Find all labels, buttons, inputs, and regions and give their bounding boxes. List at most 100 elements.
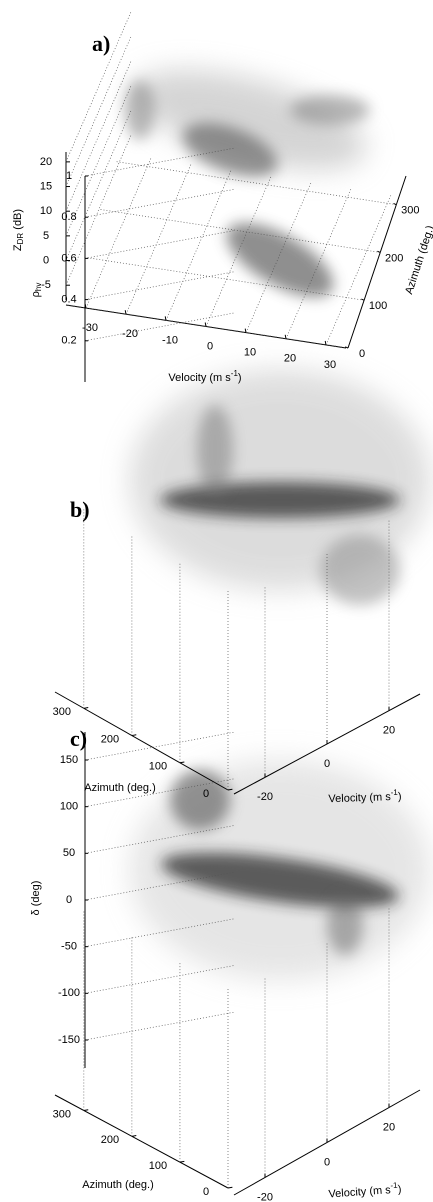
z-tick-label: 0.4: [61, 294, 76, 306]
tick-mark: [131, 1135, 137, 1137]
x-tick-label: 0: [324, 758, 330, 770]
x-tick-label: 20: [284, 353, 296, 365]
y-tick-label: 100: [369, 300, 387, 312]
y-tick-label: 0: [203, 788, 209, 800]
tick-mark: [393, 203, 397, 206]
y-tick-label: 300: [53, 1108, 71, 1120]
x-axis-title-part: -1: [231, 369, 239, 378]
tick-mark: [324, 340, 327, 346]
x-tick-label: -30: [82, 322, 98, 334]
z-tick-label: 50: [63, 847, 75, 859]
z-axis-title-part: hv: [34, 283, 43, 291]
tick-mark: [227, 788, 233, 791]
grid-line: [100, 209, 381, 253]
grid-line: [205, 176, 272, 327]
grid-line: [65, 61, 132, 212]
grid-line: [65, 110, 132, 261]
y-axis-title: Azimuth (deg.): [82, 1179, 154, 1191]
chart-panel: c)-150-100-50050100150-200200100200300Ve…: [30, 726, 421, 1202]
chart-panel: a)-505101520-30-20-1001020300100200300Ve…: [12, 11, 433, 384]
z-tick-label: 15: [40, 180, 52, 192]
z-tick-label: -50: [61, 941, 77, 953]
grid-line: [84, 1011, 236, 1041]
x-tick-label: -10: [162, 334, 178, 346]
y-tick-label: 100: [149, 761, 167, 773]
grid-line: [84, 230, 236, 259]
y-tick-label: 100: [149, 1160, 167, 1172]
x-axis-title-part: Velocity (m s: [328, 791, 391, 805]
chart-panel: b)0.20.40.60.81-200200100200300Velocity …: [30, 147, 421, 805]
z-tick-label: -150: [58, 1034, 80, 1046]
x-tick-label: -20: [257, 1191, 273, 1202]
z-tick-label: 0: [66, 894, 72, 906]
grid-line: [84, 964, 236, 994]
x-axis-title-part: ): [398, 791, 402, 803]
tick-mark: [179, 761, 185, 764]
tick-mark: [345, 346, 349, 349]
tick-mark: [204, 322, 207, 327]
y-tick-label: 0: [203, 1186, 209, 1198]
x-tick-label: -20: [122, 328, 138, 340]
z-tick-label: 150: [60, 754, 78, 766]
density-cloud-a: [125, 70, 370, 297]
x-tick-label: 20: [383, 725, 395, 737]
density-cloud-c: [130, 760, 430, 980]
x-axis-title: Velocity (m s-1): [328, 1181, 402, 1201]
z-tick-label: 0.2: [61, 335, 76, 347]
grid-line: [245, 182, 312, 333]
x-axis-title-part: ): [238, 372, 242, 384]
grid-line: [84, 312, 236, 342]
z-axis-title: ZDR (dB): [12, 209, 25, 251]
x-tick-label: 10: [244, 347, 256, 359]
density-cloud-b: [130, 370, 430, 605]
x-tick-label: 0: [324, 1156, 330, 1168]
grid-line: [84, 188, 236, 218]
tick-mark: [83, 707, 89, 709]
x-axis-title: Velocity (m s-1): [168, 369, 241, 384]
grid-line: [125, 164, 192, 315]
y-tick-label: 200: [101, 1134, 119, 1146]
grid-line: [165, 170, 232, 321]
panel-label: b): [70, 497, 90, 522]
x-axis-title-part: -1: [390, 1181, 398, 1191]
tick-mark: [124, 310, 127, 315]
grid-line: [325, 194, 392, 346]
y-axis-title: Azimuth (deg.): [403, 224, 433, 296]
tick-mark: [244, 328, 247, 333]
z-tick-label: 100: [60, 801, 78, 813]
z-axis-title-part: (dB): [12, 209, 24, 233]
y-axis-line: [54, 1094, 229, 1189]
x-axis-title-part: Velocity (m s: [168, 372, 231, 384]
z-tick-label: 1: [66, 170, 72, 182]
z-tick-label: 0.6: [61, 252, 76, 264]
z-tick-label: 20: [40, 156, 52, 168]
z-axis-title-part: ρ: [30, 291, 42, 297]
tick-mark: [284, 334, 287, 339]
y-tick-label: 300: [401, 205, 419, 217]
grid-line: [85, 157, 152, 309]
z-axis-title-part: Z: [12, 244, 24, 251]
tick-mark: [164, 316, 167, 321]
grid-line: [65, 11, 132, 163]
tick-mark: [361, 298, 365, 301]
x-axis-title-part: -1: [390, 788, 398, 797]
panel-label: a): [92, 31, 110, 56]
grid-line: [65, 85, 132, 237]
z-axis-title-part: δ (deg): [30, 881, 42, 916]
x-tick-label: -20: [257, 791, 273, 803]
grid-line: [285, 188, 352, 339]
grid-line: [84, 256, 365, 301]
tick-mark: [83, 1109, 89, 1111]
y-tick-label: 200: [101, 733, 119, 745]
x-tick-label: 0: [207, 340, 213, 352]
y-tick-label: 300: [53, 706, 71, 718]
panel-label: c): [70, 726, 87, 751]
z-tick-label: 10: [40, 205, 52, 217]
grid-line: [65, 135, 132, 286]
z-tick-label: -5: [41, 279, 51, 291]
x-axis-title-part: ): [397, 1183, 402, 1195]
z-tick-label: -100: [58, 987, 80, 999]
z-axis-title: ρhv: [30, 283, 43, 298]
z-tick-label: 0: [43, 254, 49, 266]
grid-line: [116, 161, 397, 206]
